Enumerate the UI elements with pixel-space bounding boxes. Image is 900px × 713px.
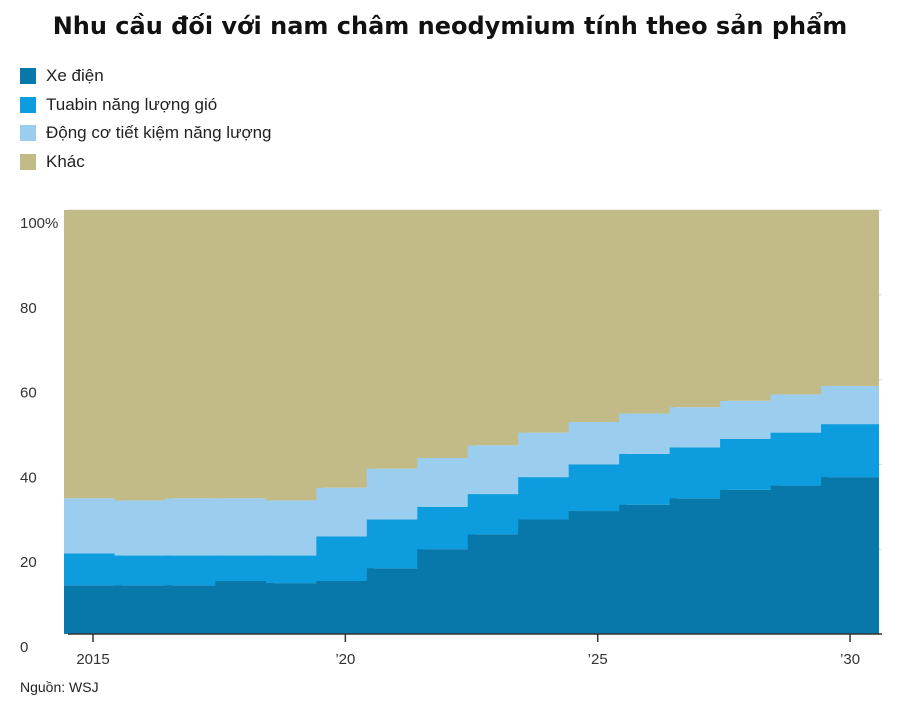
bar-segment bbox=[720, 438, 779, 490]
bar-segment bbox=[770, 210, 829, 395]
bar-segment bbox=[64, 553, 122, 586]
bar-segment bbox=[770, 432, 829, 486]
legend-swatch-wind bbox=[20, 96, 36, 113]
bar-segment bbox=[164, 210, 223, 499]
bar-segment bbox=[669, 407, 728, 448]
bar-segment bbox=[265, 555, 324, 584]
legend-label-motor: Động cơ tiết kiệm năng lượng bbox=[46, 123, 272, 143]
bar-segment bbox=[770, 485, 829, 634]
x-tick-label: ’25 bbox=[588, 651, 608, 668]
bar-segment bbox=[821, 477, 880, 634]
bar-segment bbox=[568, 511, 627, 634]
legend-label-ev: Xe điện bbox=[46, 66, 104, 86]
bar-segment bbox=[417, 210, 476, 459]
legend-swatch-motor bbox=[20, 125, 36, 142]
bar-segment bbox=[114, 210, 173, 501]
bar-segment bbox=[164, 555, 223, 586]
legend-label-other: Khác bbox=[46, 151, 85, 171]
y-tick-label: 0 bbox=[20, 639, 28, 656]
legend-swatch-other bbox=[20, 153, 36, 170]
x-tick-label: 2015 bbox=[76, 651, 109, 668]
bar-segment bbox=[215, 210, 274, 499]
bar-segment bbox=[366, 468, 425, 520]
chart-title: Nhu cầu đối với nam châm neodymium tính … bbox=[52, 12, 848, 40]
bar-segment bbox=[316, 581, 375, 634]
bar-segment bbox=[669, 498, 728, 634]
bar-segment bbox=[821, 210, 880, 386]
bar-segment bbox=[316, 487, 375, 537]
bar-segment bbox=[114, 585, 173, 634]
bar-segment bbox=[467, 534, 526, 634]
bar-segment bbox=[417, 549, 476, 634]
bar-segment bbox=[720, 489, 779, 634]
bar-segment bbox=[467, 210, 526, 446]
bar-segment bbox=[215, 498, 274, 556]
bar-segment bbox=[164, 498, 223, 556]
bar-segment bbox=[417, 506, 476, 550]
y-tick-label: 20 bbox=[20, 554, 37, 571]
bar-segment bbox=[669, 210, 728, 408]
bar-segment bbox=[821, 424, 880, 478]
legend-label-wind: Tuabin năng lượng gió bbox=[46, 94, 218, 114]
bar-segment bbox=[366, 568, 425, 634]
bar-segment bbox=[568, 464, 627, 512]
bar-segment bbox=[619, 453, 678, 505]
bar-segment bbox=[215, 581, 274, 634]
source-note: Nguồn: WSJ bbox=[20, 679, 99, 695]
legend-swatch-ev bbox=[20, 68, 36, 85]
bar-segment bbox=[417, 458, 476, 507]
bar-segment bbox=[64, 585, 122, 634]
bar-segment bbox=[720, 210, 779, 401]
bar-segment bbox=[467, 445, 526, 495]
bar-segment bbox=[720, 400, 779, 439]
bar-segment bbox=[64, 498, 122, 554]
bar-segment bbox=[164, 585, 223, 634]
bar-segment bbox=[316, 536, 375, 581]
bar-segment bbox=[366, 519, 425, 569]
bar-segment bbox=[619, 504, 678, 634]
bar-segment bbox=[568, 422, 627, 465]
legend-item-other: Khác bbox=[20, 148, 272, 177]
bar-segment bbox=[467, 494, 526, 535]
bar-segment bbox=[265, 500, 324, 556]
bar-segment bbox=[619, 210, 678, 414]
bar-segment bbox=[518, 519, 577, 634]
bar-segment bbox=[518, 432, 577, 478]
bar-segment bbox=[316, 210, 375, 488]
bar-segment bbox=[669, 447, 728, 499]
bar-segment bbox=[366, 210, 425, 469]
stacked-bar-chart: 0 20 40 60 80 100% 2015 ’20 ’25 ’30 bbox=[20, 209, 882, 668]
y-tick-label: 100% bbox=[20, 215, 58, 232]
bar-segment bbox=[64, 210, 122, 499]
bar-segment bbox=[215, 555, 274, 581]
bar-segment bbox=[518, 210, 577, 433]
x-tick-label: ’30 bbox=[840, 651, 860, 668]
bar-segment bbox=[770, 394, 829, 433]
bar-segment bbox=[619, 413, 678, 454]
legend-item-ev: Xe điện bbox=[20, 62, 272, 91]
legend-item-wind: Tuabin năng lượng gió bbox=[20, 91, 272, 120]
legend: Xe điện Tuabin năng lượng gió Động cơ ti… bbox=[20, 62, 272, 176]
y-tick-label: 40 bbox=[20, 469, 37, 486]
x-tick-label: ’20 bbox=[335, 651, 355, 668]
bar-segment bbox=[114, 555, 173, 586]
y-tick-label: 80 bbox=[20, 300, 37, 317]
bar-segment bbox=[568, 210, 627, 422]
y-tick-label: 60 bbox=[20, 385, 37, 402]
bar-segment bbox=[821, 385, 880, 425]
bar-segment bbox=[114, 500, 173, 556]
legend-item-motor: Động cơ tiết kiệm năng lượng bbox=[20, 119, 272, 148]
bar-segment bbox=[265, 210, 324, 501]
bar-segment bbox=[518, 477, 577, 520]
bar-segment bbox=[265, 583, 324, 634]
